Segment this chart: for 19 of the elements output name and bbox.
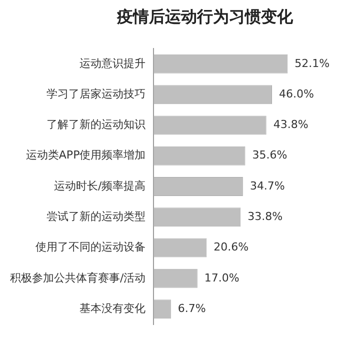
data-label: 20.6% [214, 240, 249, 254]
data-label: 43.8% [273, 118, 308, 132]
y-tick-label: 运动时长/频率提高 [54, 179, 146, 192]
y-tick-label: 使用了不同的运动设备 [36, 240, 146, 254]
y-tick-label: 积极参加公共体育赛事/活动 [10, 271, 146, 284]
y-tick-label: 基本没有变化 [80, 302, 146, 315]
data-label: 17.0% [204, 271, 240, 284]
y-tick-label: 运动意识提升 [80, 56, 146, 70]
data-label: 46.0% [279, 87, 314, 100]
data-label: 6.7% [178, 302, 206, 315]
data-label: 35.6% [252, 148, 288, 162]
chart-title: 疫情后运动行为习惯变化 [116, 6, 294, 28]
data-label: 52.1% [294, 56, 330, 70]
y-tick-label: 尝试了新的运动类型 [46, 210, 146, 224]
data-label: 33.8% [248, 210, 283, 224]
y-tick-label: 运动类APP使用频率增加 [26, 148, 146, 162]
y-tick-label: 了解了新的运动知识 [46, 118, 146, 132]
y-tick-label: 学习了居家运动技巧 [46, 87, 146, 100]
data-label: 34.7% [250, 179, 285, 192]
